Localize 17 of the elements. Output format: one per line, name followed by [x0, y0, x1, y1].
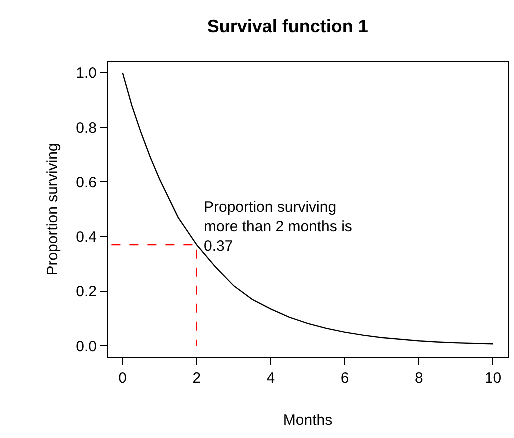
y-tick-label: 1.0 — [76, 65, 97, 82]
annotation: Proportion surviving more than 2 months is 0.37 — [204, 199, 352, 255]
x-tick-label: 6 — [340, 370, 350, 387]
x-tick-label: 4 — [266, 370, 276, 387]
line-series — [122, 72, 494, 345]
y-tick-label: 0.0 — [76, 338, 97, 356]
chart-title: Survival function 1 — [207, 16, 368, 36]
y-tick-label: 0.6 — [76, 174, 97, 192]
x-tick-label: 2 — [192, 370, 202, 387]
y-tick-label: 0.2 — [76, 284, 97, 301]
y-tick-label: 0.4 — [76, 229, 97, 246]
x-tick-label: 8 — [414, 370, 424, 387]
x-tick-label: 10 — [484, 370, 502, 387]
x-tick-label: 0 — [118, 370, 127, 387]
y-tick-label: 0.8 — [76, 120, 97, 137]
y-axis-title: Proportion surviving — [44, 143, 62, 276]
x-axis-title: Months — [283, 412, 333, 429]
